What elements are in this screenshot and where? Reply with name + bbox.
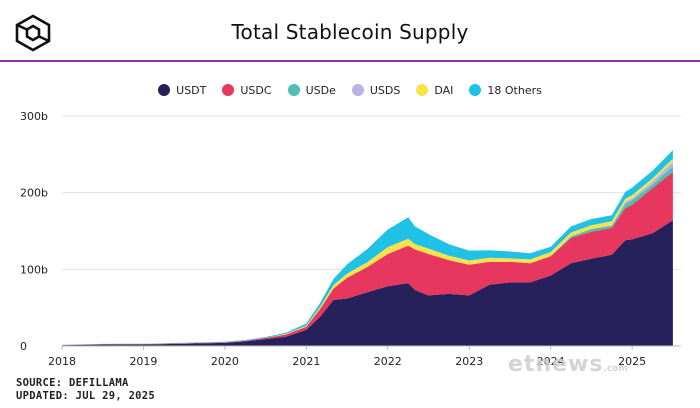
y-tick-label: 300b <box>20 110 48 123</box>
legend-label: USDe <box>305 83 336 97</box>
x-tick-label: 2024 <box>537 355 565 368</box>
legend-label: 18 Others <box>487 83 542 97</box>
legend-label: USDS <box>369 83 401 97</box>
legend-swatch <box>222 84 235 96</box>
legend-label: USDT <box>176 83 207 97</box>
header: Total Stablecoin Supply <box>0 0 700 62</box>
legend-swatch <box>158 84 171 96</box>
y-tick-label: 200b <box>20 187 48 200</box>
area-series-usdc <box>62 172 673 346</box>
x-tick-label: 2022 <box>374 355 402 368</box>
x-tick-label: 2019 <box>129 355 157 368</box>
source-text: SOURCE: DEFILLAMA <box>16 377 129 389</box>
legend-swatch <box>469 84 482 96</box>
legend-label: DAI <box>434 83 454 97</box>
stacked-area-chart: 0 100b 200b 300b 2018 2019 2020 2021 2022 2023 202… <box>20 110 681 368</box>
legend-swatch <box>351 84 364 96</box>
legend-item-usde: USDe <box>287 83 336 97</box>
area-series-usdt <box>62 220 673 346</box>
chart-title: Total Stablecoin Supply <box>231 20 469 44</box>
legend-swatch <box>416 84 429 96</box>
legend-item-usdc: USDC <box>222 83 272 97</box>
legend-item-dai: DAI <box>416 84 453 97</box>
title-divider <box>0 60 700 62</box>
x-tick-label: 2018 <box>48 355 76 368</box>
x-tick-label: 2025 <box>618 355 646 368</box>
y-tick-label: 100b <box>20 263 48 276</box>
area-series-18-others <box>62 150 673 345</box>
watermark-text: etnews <box>508 352 604 377</box>
legend-item-usds: USDS <box>351 83 401 97</box>
legend-label: USDC <box>240 83 272 97</box>
updated-text: UPDATED: JUL 29, 2025 <box>16 390 156 402</box>
footer: SOURCE: DEFILLAMA UPDATED: JUL 29, 2025 <box>16 377 155 403</box>
logo-cube-icon <box>15 14 51 52</box>
chart-legend: USDT USDC USDe USDS DAI 18 Others <box>0 80 700 100</box>
watermark: etnews.com <box>508 352 628 377</box>
x-tick-label: 2020 <box>211 355 239 368</box>
x-tick-label: 2021 <box>292 355 320 368</box>
legend-item-usdt: USDT <box>158 84 206 97</box>
legend-item-18-others: 18 Others <box>469 83 542 97</box>
legend-swatch <box>287 84 300 96</box>
watermark-suffix: .com <box>603 364 628 374</box>
x-tick-label: 2023 <box>455 355 483 368</box>
y-tick-label: 0 <box>20 340 27 353</box>
